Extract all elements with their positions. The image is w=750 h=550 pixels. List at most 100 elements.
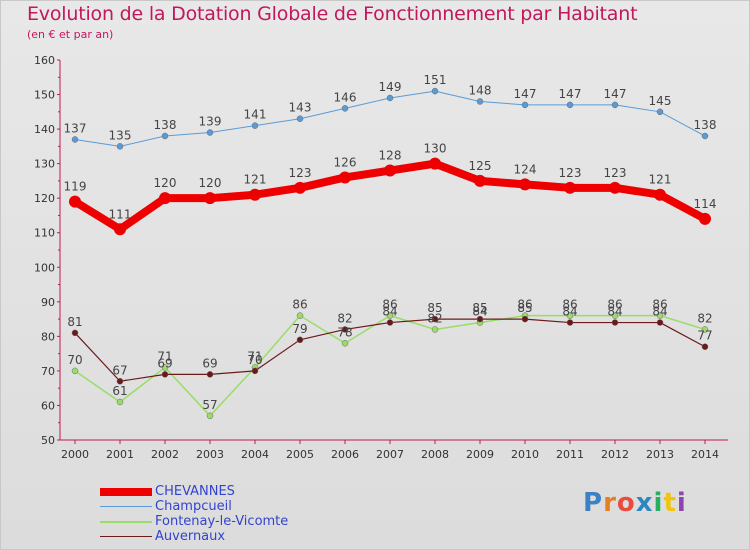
data-point bbox=[296, 336, 304, 344]
legend-swatch bbox=[100, 488, 152, 496]
legend-label: CHEVANNES bbox=[155, 484, 235, 499]
y-tick-label: 120 bbox=[34, 192, 55, 205]
x-tick-label: 2013 bbox=[646, 448, 674, 461]
data-label: 86 bbox=[292, 298, 307, 312]
x-tick-label: 2005 bbox=[286, 448, 314, 461]
data-point bbox=[71, 367, 79, 375]
data-point bbox=[69, 195, 81, 208]
data-label: 85 bbox=[472, 301, 487, 315]
data-label: 147 bbox=[559, 87, 582, 101]
data-point bbox=[611, 312, 619, 319]
data-point bbox=[341, 340, 349, 347]
data-point bbox=[249, 188, 261, 201]
data-point bbox=[386, 94, 394, 102]
chart-title: Evolution de la Dotation Globale de Fonc… bbox=[27, 3, 638, 25]
data-label: 147 bbox=[514, 87, 537, 101]
data-point bbox=[159, 192, 171, 205]
data-label: 111 bbox=[109, 207, 132, 221]
data-label: 57 bbox=[202, 398, 217, 412]
data-label: 70 bbox=[247, 353, 262, 367]
data-label: 82 bbox=[427, 311, 442, 325]
legend-label: Auvernaux bbox=[155, 529, 226, 544]
x-tick-label: 2010 bbox=[511, 448, 539, 461]
data-label: 70 bbox=[67, 353, 82, 367]
data-point bbox=[204, 192, 216, 205]
proxiti-logo: Proxiti bbox=[583, 488, 687, 518]
data-point bbox=[296, 312, 304, 319]
data-label: 69 bbox=[202, 356, 217, 370]
data-label: 120 bbox=[199, 176, 222, 190]
data-point bbox=[386, 319, 394, 326]
data-point bbox=[611, 319, 619, 326]
x-tick-label: 2006 bbox=[331, 448, 359, 461]
data-point bbox=[701, 343, 709, 350]
data-label: 137 bbox=[64, 121, 87, 135]
data-point bbox=[611, 101, 619, 109]
x-tick-label: 2002 bbox=[151, 448, 179, 461]
data-label: 71 bbox=[247, 349, 262, 363]
data-point bbox=[161, 364, 169, 371]
data-point bbox=[294, 181, 306, 194]
data-label: 135 bbox=[109, 128, 132, 142]
y-tick-label: 140 bbox=[34, 123, 55, 136]
data-point bbox=[566, 319, 574, 326]
data-point bbox=[701, 326, 709, 333]
data-point bbox=[116, 398, 124, 406]
data-label: 78 bbox=[337, 325, 352, 339]
data-label: 82 bbox=[337, 311, 352, 325]
data-label: 148 bbox=[469, 83, 492, 97]
y-tick-label: 130 bbox=[34, 158, 55, 171]
x-tick-label: 2003 bbox=[196, 448, 224, 461]
data-point bbox=[341, 326, 349, 333]
data-point bbox=[386, 312, 394, 319]
data-label: 86 bbox=[607, 298, 622, 312]
data-point bbox=[251, 122, 259, 129]
data-label: 86 bbox=[382, 298, 397, 312]
data-point bbox=[566, 101, 574, 109]
y-tick-label: 90 bbox=[41, 296, 55, 309]
data-point bbox=[116, 143, 124, 150]
data-point bbox=[566, 312, 574, 319]
data-label: 138 bbox=[154, 118, 177, 132]
data-label: 86 bbox=[562, 298, 577, 312]
data-label: 143 bbox=[289, 101, 312, 115]
data-label: 77 bbox=[697, 329, 712, 343]
data-point bbox=[161, 132, 169, 140]
x-tick-label: 2001 bbox=[106, 448, 134, 461]
data-label: 123 bbox=[559, 166, 582, 180]
y-tick-label: 70 bbox=[41, 365, 55, 378]
data-label: 84 bbox=[382, 305, 397, 319]
data-label: 138 bbox=[694, 118, 717, 132]
data-point bbox=[431, 315, 439, 323]
x-tick-label: 2008 bbox=[421, 448, 449, 461]
data-label: 126 bbox=[334, 155, 357, 169]
data-label: 146 bbox=[334, 90, 357, 104]
data-point bbox=[339, 171, 351, 184]
data-point bbox=[431, 326, 439, 333]
x-tick-label: 2011 bbox=[556, 448, 584, 461]
data-point bbox=[206, 129, 214, 136]
data-point bbox=[476, 98, 484, 105]
data-label: 71 bbox=[157, 349, 172, 363]
legend-swatch bbox=[100, 521, 152, 523]
data-label: 86 bbox=[652, 298, 667, 312]
data-label: 124 bbox=[514, 162, 537, 176]
data-point bbox=[251, 367, 259, 375]
y-tick-label: 80 bbox=[41, 330, 55, 343]
data-point bbox=[476, 315, 484, 323]
data-point bbox=[656, 108, 664, 116]
data-label: 79 bbox=[292, 322, 307, 336]
data-point bbox=[656, 319, 664, 326]
y-tick-label: 160 bbox=[34, 54, 55, 67]
x-tick-label: 2012 bbox=[601, 448, 629, 461]
data-point bbox=[116, 378, 124, 385]
data-label: 84 bbox=[472, 305, 487, 319]
data-point bbox=[71, 136, 79, 143]
data-label: 61 bbox=[112, 384, 127, 398]
data-point bbox=[429, 157, 441, 170]
y-tick-label: 110 bbox=[34, 227, 55, 240]
x-tick-label: 2000 bbox=[61, 448, 89, 461]
data-point bbox=[656, 312, 664, 319]
x-tick-label: 2007 bbox=[376, 448, 404, 461]
